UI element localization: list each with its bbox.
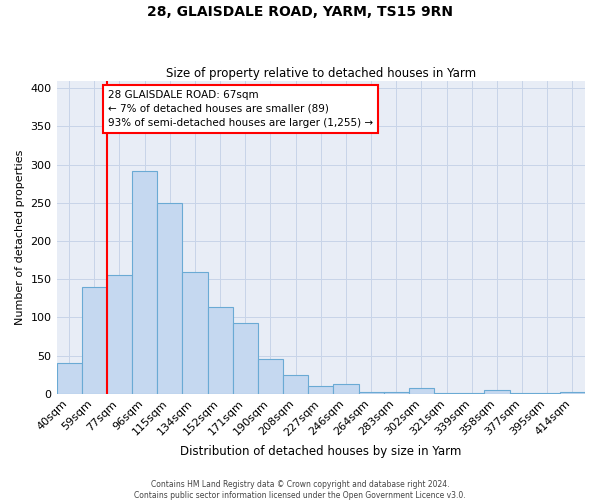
Text: 28 GLAISDALE ROAD: 67sqm
← 7% of detached houses are smaller (89)
93% of semi-de: 28 GLAISDALE ROAD: 67sqm ← 7% of detache… <box>108 90 373 128</box>
Bar <box>107 276 132 394</box>
Bar <box>56 363 82 394</box>
Bar <box>560 392 585 394</box>
Bar <box>157 203 182 394</box>
Bar <box>409 388 434 394</box>
Bar <box>484 390 509 394</box>
Bar <box>182 272 208 394</box>
Bar <box>359 392 383 394</box>
Bar <box>509 393 535 394</box>
Bar <box>82 287 107 394</box>
Bar <box>383 392 409 394</box>
Bar <box>233 324 258 394</box>
Title: Size of property relative to detached houses in Yarm: Size of property relative to detached ho… <box>166 66 476 80</box>
Y-axis label: Number of detached properties: Number of detached properties <box>15 150 25 325</box>
Bar <box>308 386 334 394</box>
Bar <box>459 393 484 394</box>
Bar <box>334 384 359 394</box>
Bar <box>258 358 283 394</box>
Bar <box>434 393 459 394</box>
Text: Contains HM Land Registry data © Crown copyright and database right 2024.
Contai: Contains HM Land Registry data © Crown c… <box>134 480 466 500</box>
Bar <box>208 308 233 394</box>
Text: 28, GLAISDALE ROAD, YARM, TS15 9RN: 28, GLAISDALE ROAD, YARM, TS15 9RN <box>147 5 453 19</box>
Bar <box>535 393 560 394</box>
X-axis label: Distribution of detached houses by size in Yarm: Distribution of detached houses by size … <box>180 444 461 458</box>
Bar <box>283 374 308 394</box>
Bar <box>132 171 157 394</box>
